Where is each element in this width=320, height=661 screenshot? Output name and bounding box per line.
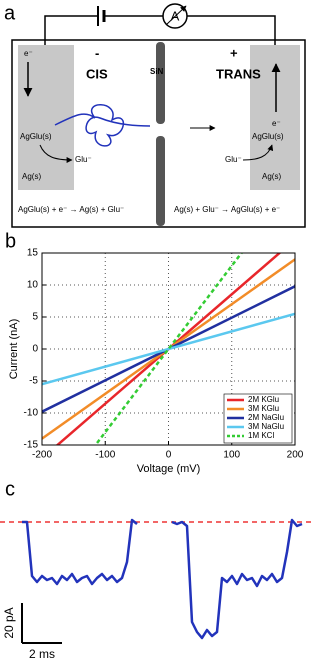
right-salt: AgGlu(s): [252, 132, 284, 141]
legend-label: 2M NaGlu: [248, 413, 284, 422]
cis-sign: -: [95, 45, 99, 60]
plot-lines: [42, 253, 295, 445]
series-line: [42, 312, 295, 386]
y-tick-label: 5: [32, 312, 38, 323]
membrane: [156, 136, 165, 226]
reaction-arrow: [242, 144, 274, 161]
y-tick-label: 15: [27, 248, 39, 259]
electron-label: e⁻: [272, 119, 281, 128]
legend-label: 3M KGlu: [248, 404, 279, 413]
y-axis-label: Current (nA): [8, 319, 20, 380]
left-reaction: AgGlu(s) + e⁻ → Ag(s) + Glu⁻: [18, 205, 124, 214]
y-tick-label: 0: [32, 344, 38, 355]
ammeter-label: A: [171, 8, 180, 23]
membrane-label: SiN: [150, 67, 164, 76]
y-tick-label: 10: [27, 280, 39, 291]
panel-label: b: [5, 230, 16, 252]
panel-a: a A e⁻ - CIS SiN + TRANS e⁻ AgGlu(s) Glu…: [4, 2, 306, 228]
right-metal: Ag(s): [262, 172, 281, 181]
y-tick-label: -15: [24, 440, 39, 451]
x-tick-label: -200: [32, 450, 52, 461]
right-ion: Glu⁻: [225, 155, 242, 164]
cis-label: CIS: [86, 66, 108, 81]
scale-label: 2 ms: [29, 647, 55, 661]
figure: a A e⁻ - CIS SiN + TRANS e⁻ AgGlu(s) Glu…: [0, 2, 311, 661]
x-tick-label: -100: [95, 450, 115, 461]
x-tick-label: 0: [166, 450, 172, 461]
right-reaction: Ag(s) + Glu⁻ → AgGlu(s) + e⁻: [174, 205, 280, 214]
trans-sign: +: [230, 45, 238, 60]
left-salt: AgGlu(s): [20, 132, 52, 141]
legend-label: 3M NaGlu: [248, 422, 284, 431]
membrane: [156, 42, 165, 124]
y-tick-label: -10: [24, 408, 39, 419]
chamber: [11, 39, 306, 228]
y-tick-label: -5: [29, 376, 38, 387]
legend-label: 2M KGlu: [248, 395, 279, 404]
current-trace: [22, 518, 303, 640]
ammeter-arrow: [165, 5, 187, 26]
reaction-arrow: [39, 144, 73, 163]
left-metal: Ag(s): [22, 172, 41, 181]
x-axis-label: Voltage (mV): [137, 463, 201, 475]
plot-frame: [41, 252, 296, 446]
left-electrode: [18, 45, 74, 190]
x-tick-label: 100: [223, 450, 240, 461]
panel-label: c: [5, 478, 15, 500]
electron-label: e⁻: [24, 49, 33, 58]
trans-label: TRANS: [216, 66, 261, 81]
polymer: [54, 104, 151, 147]
panel-label: a: [4, 2, 16, 24]
legend-label: 1M KCl: [248, 431, 274, 440]
wire: [44, 15, 276, 45]
left-ion: Glu⁻: [75, 155, 92, 164]
scale-label: 20 pA: [2, 607, 16, 638]
x-tick-label: 200: [287, 450, 304, 461]
